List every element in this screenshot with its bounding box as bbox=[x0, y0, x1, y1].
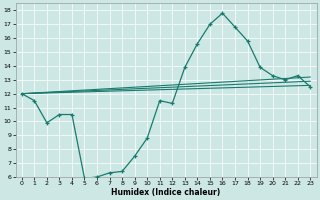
X-axis label: Humidex (Indice chaleur): Humidex (Indice chaleur) bbox=[111, 188, 221, 197]
